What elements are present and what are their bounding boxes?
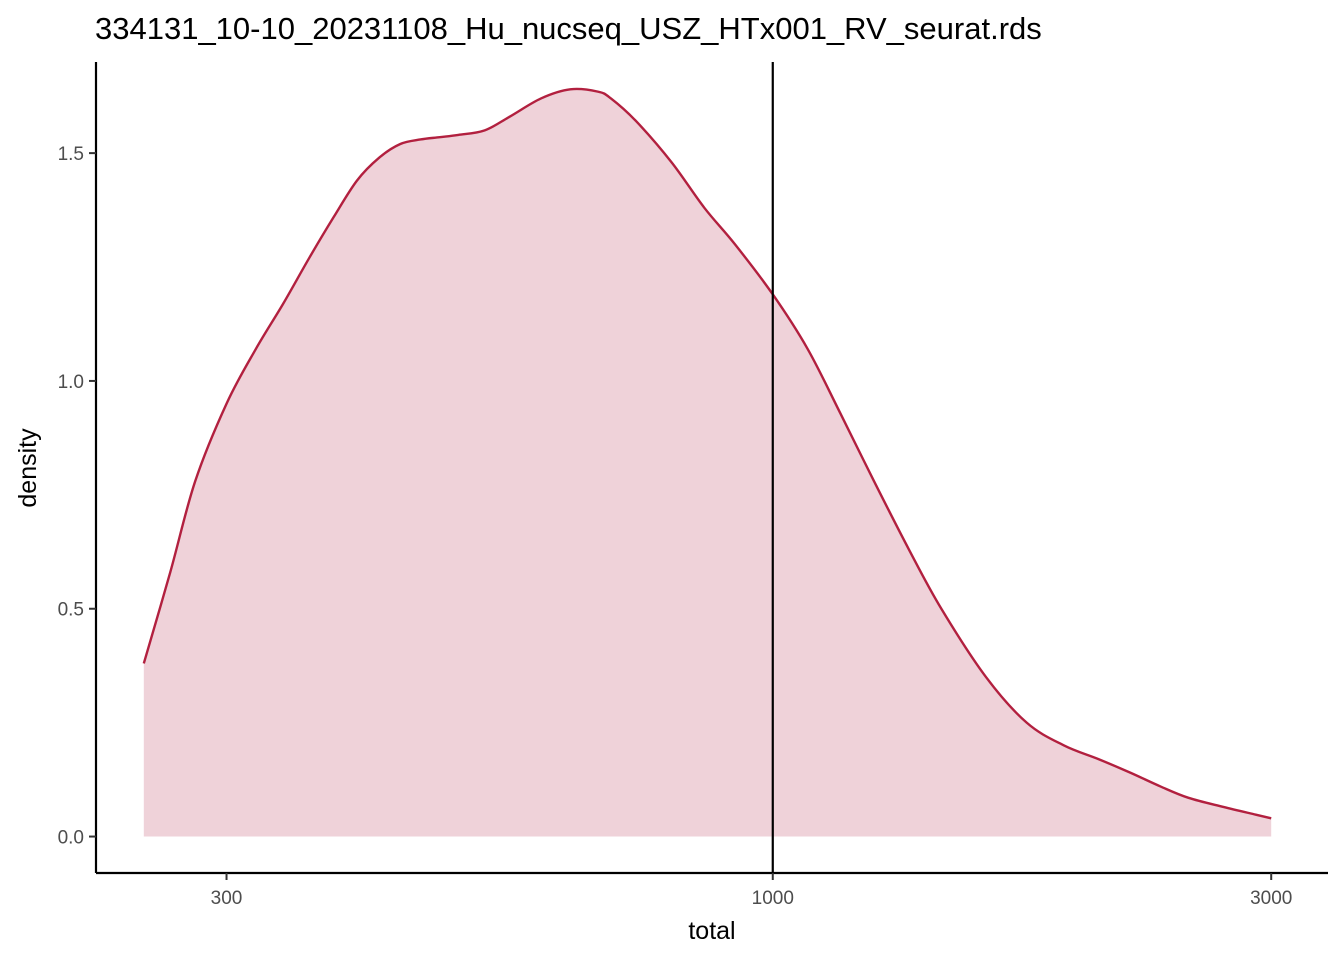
x-tick-label: 1000: [752, 888, 794, 909]
y-axis-ticks: 0.0 0.5 1.0 1.5: [58, 144, 96, 849]
y-tick-label: 0.0: [58, 828, 84, 849]
density-area-fill: [143, 88, 1272, 837]
y-tick-label: 0.5: [58, 600, 84, 621]
y-tick-label: 1.0: [58, 372, 84, 393]
density-curve: [142, 87, 1272, 820]
x-axis-title: total: [688, 917, 735, 945]
x-axis-ticks: 300 1000 3000: [211, 873, 1292, 909]
x-tick-label: 300: [211, 888, 243, 909]
y-tick-label: 1.5: [58, 144, 84, 165]
y-axis-title: density: [14, 428, 42, 508]
chart-title: 334131_10-10_20231108_Hu_nucseq_USZ_HTx0…: [95, 11, 1042, 46]
plot-area: [142, 62, 1272, 873]
x-tick-label: 3000: [1250, 888, 1292, 909]
